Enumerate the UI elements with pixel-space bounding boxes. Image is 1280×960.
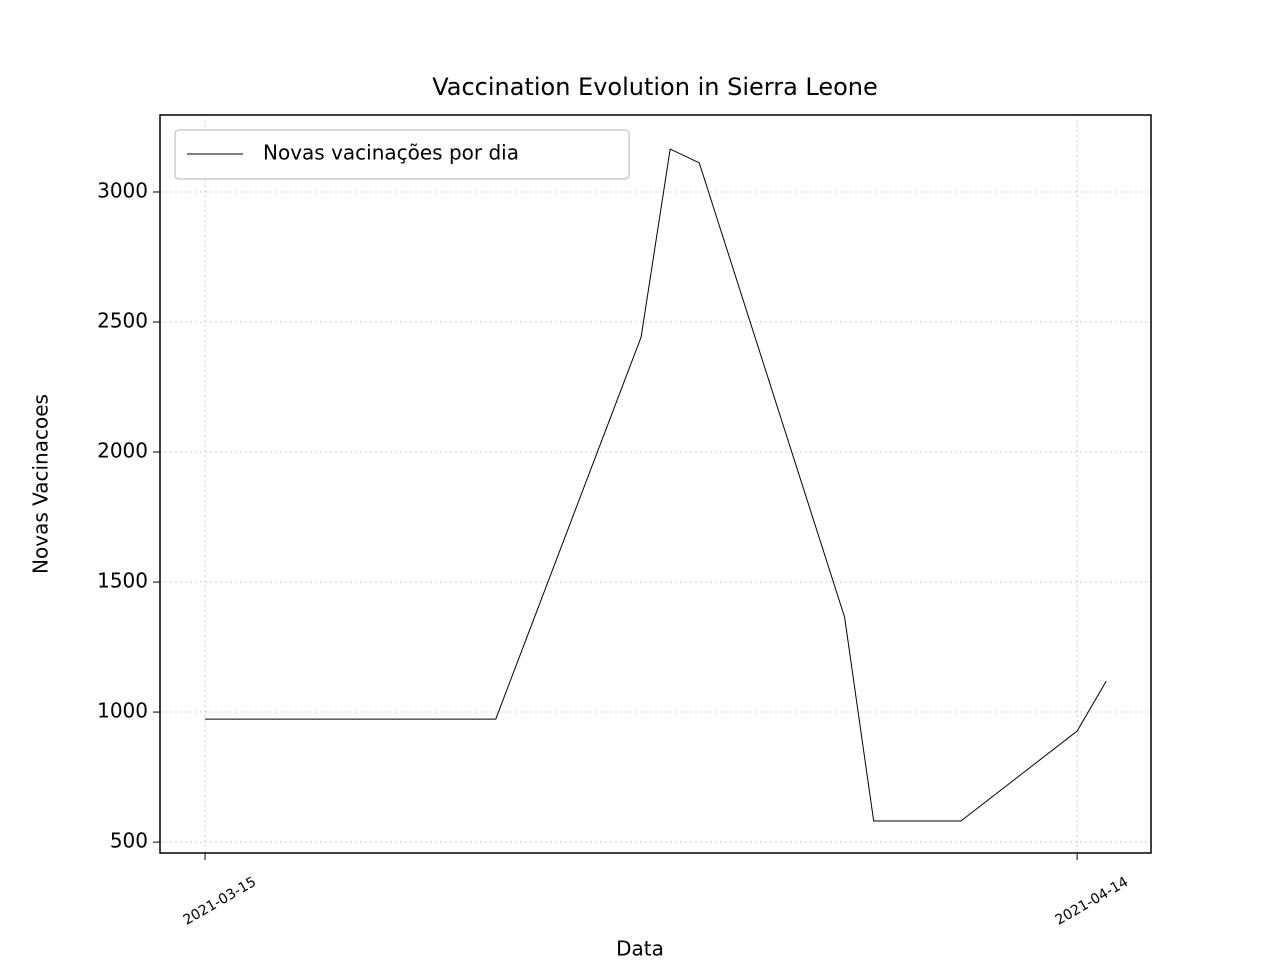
- x-axis-label: Data: [616, 937, 664, 960]
- y-tick-label: 2000: [97, 439, 148, 463]
- y-axis-label: Novas Vacinacoes: [29, 394, 53, 574]
- y-tick-label: 1000: [97, 699, 148, 723]
- legend-label: Novas vacinações por dia: [263, 141, 519, 165]
- data-line: [205, 148, 1107, 822]
- legend: Novas vacinações por dia: [174, 129, 630, 180]
- y-tick-label: 3000: [97, 178, 148, 202]
- legend-frame: [174, 129, 630, 180]
- plot-frame: [159, 114, 1152, 854]
- x-tick-label: 2021-03-15: [181, 874, 259, 929]
- y-tick-label: 1500: [97, 569, 148, 593]
- y-tick-label: 500: [110, 829, 148, 853]
- chart-title: Vaccination Evolution in Sierra Leone: [432, 73, 878, 101]
- x-tick-label: 2021-04-14: [1053, 874, 1132, 929]
- y-tick-label: 2500: [97, 308, 148, 332]
